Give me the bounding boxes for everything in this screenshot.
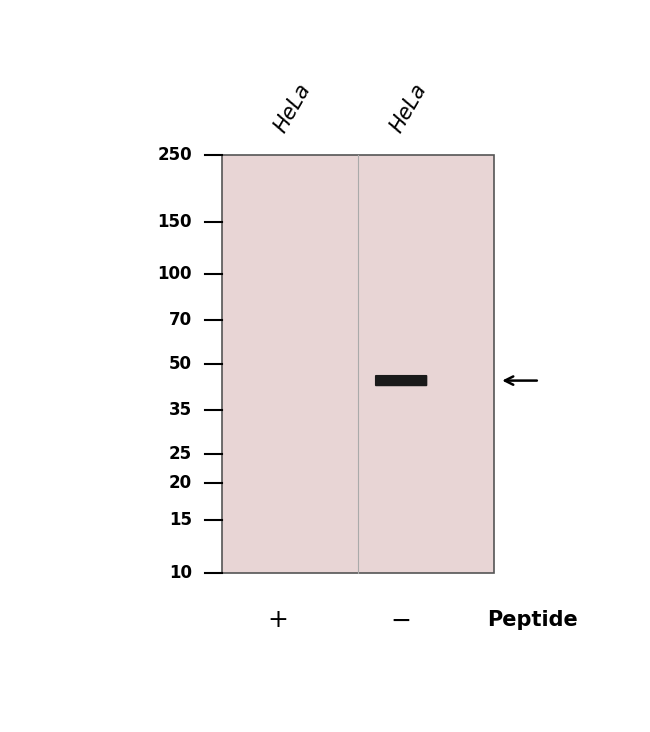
Text: 70: 70 bbox=[169, 311, 192, 329]
Text: 150: 150 bbox=[157, 213, 192, 231]
Text: 10: 10 bbox=[169, 564, 192, 581]
Text: Peptide: Peptide bbox=[487, 610, 577, 630]
Bar bbox=[222, 155, 494, 572]
Text: −: − bbox=[391, 608, 411, 632]
Text: 100: 100 bbox=[157, 265, 192, 283]
Text: 50: 50 bbox=[169, 355, 192, 373]
Text: 250: 250 bbox=[157, 146, 192, 165]
Text: +: + bbox=[267, 608, 288, 632]
Text: 25: 25 bbox=[169, 445, 192, 463]
Text: 20: 20 bbox=[169, 474, 192, 492]
FancyBboxPatch shape bbox=[375, 375, 427, 386]
Text: HeLa: HeLa bbox=[271, 80, 315, 135]
Text: 15: 15 bbox=[169, 511, 192, 529]
Text: 35: 35 bbox=[169, 401, 192, 419]
Text: HeLa: HeLa bbox=[387, 80, 430, 135]
